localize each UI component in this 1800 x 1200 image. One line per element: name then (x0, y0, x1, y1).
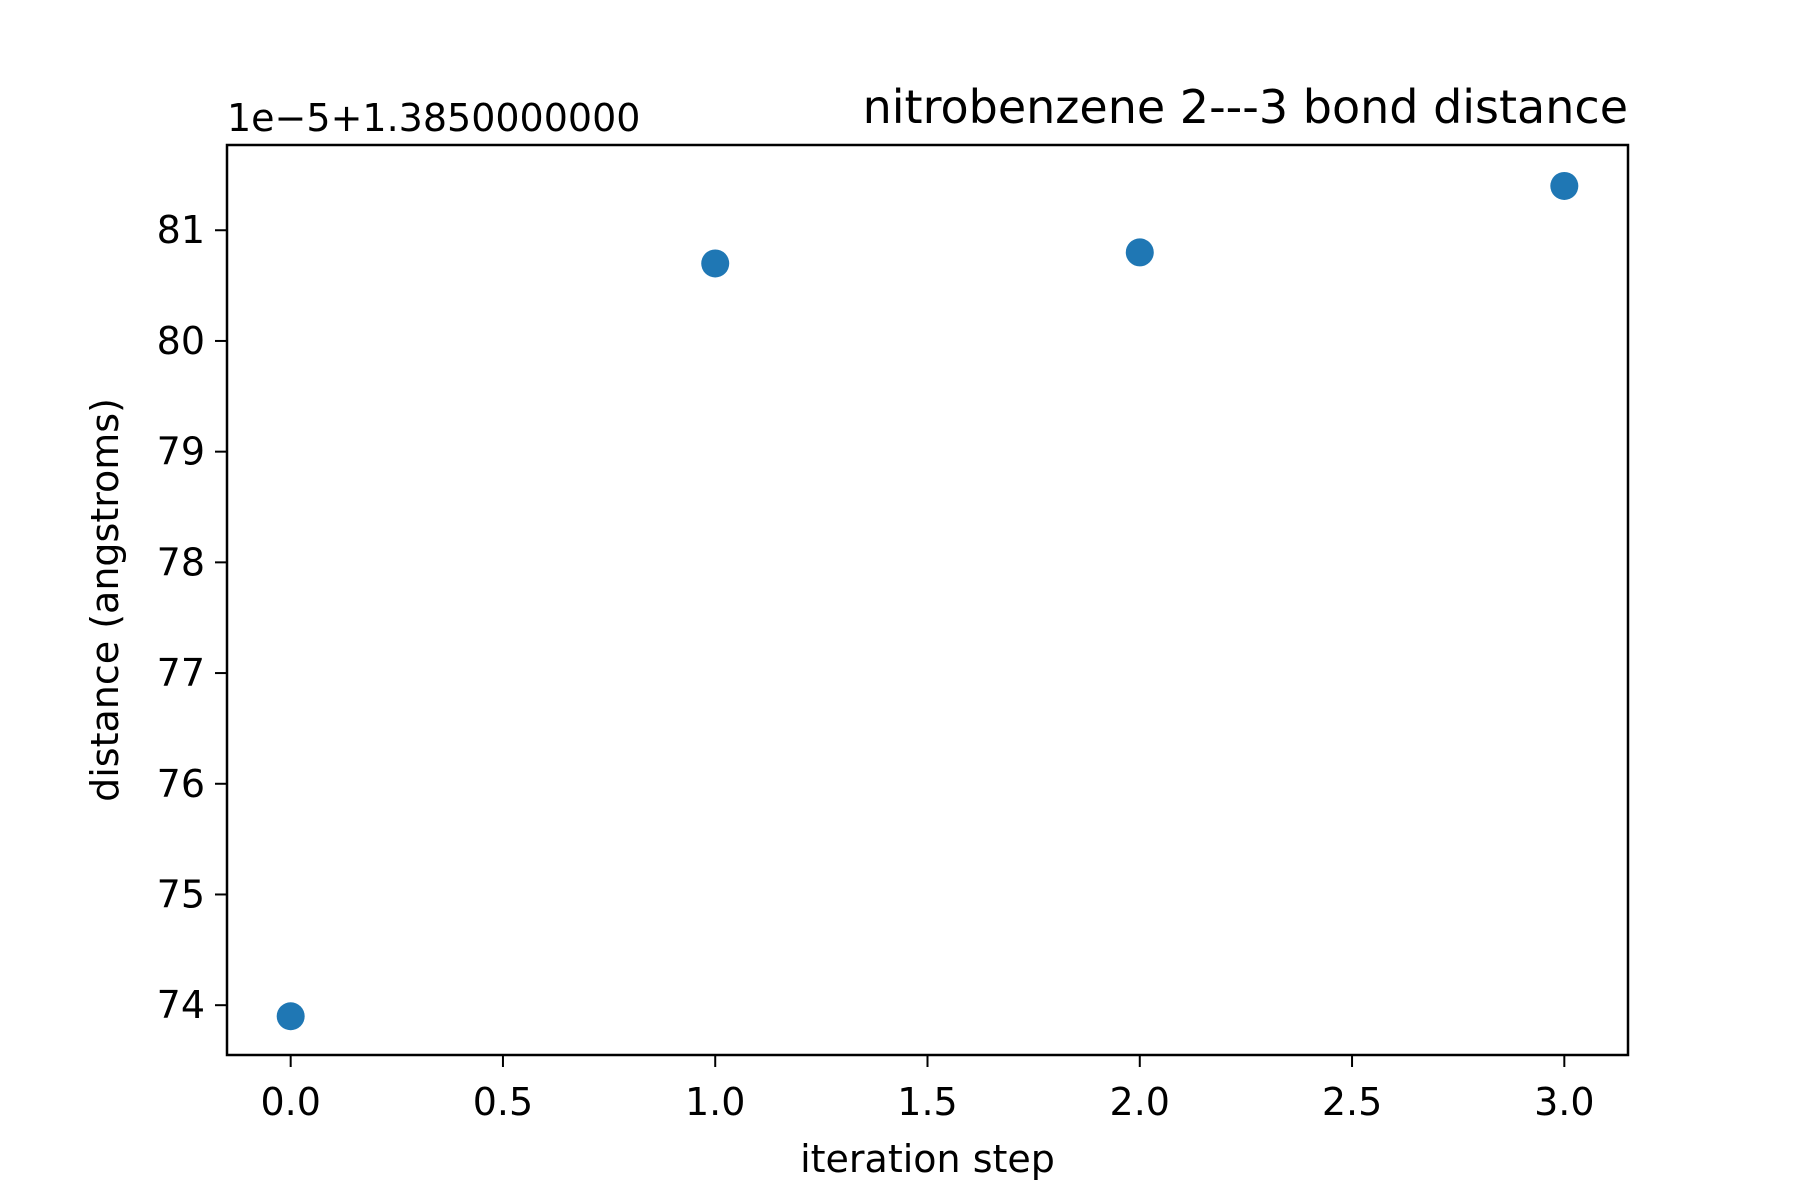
x-axis: 0.0 0.5 1.0 1.5 2.0 2.5 3.0 (260, 1055, 1595, 1124)
x-tick-label: 0.5 (473, 1080, 533, 1124)
points-layer (276, 171, 1579, 1031)
y-axis-label: distance (angstroms) (83, 398, 127, 802)
y-tick-label: 80 (157, 319, 205, 363)
data-point (276, 1002, 305, 1031)
x-tick-label: 1.0 (685, 1080, 745, 1124)
y-axis: 74 75 76 77 78 79 80 81 (157, 208, 227, 1027)
chart-title: nitrobenzene 2---3 bond distance (863, 80, 1628, 134)
y-tick-label: 77 (157, 651, 205, 695)
data-point (701, 249, 730, 278)
y-tick-label: 76 (157, 762, 205, 806)
x-tick-label: 2.5 (1322, 1080, 1382, 1124)
y-tick-label: 79 (157, 430, 205, 474)
y-tick-label: 81 (157, 208, 205, 252)
x-tick-label: 0.0 (260, 1080, 320, 1124)
y-axis-offset-label: 1e−5+1.3850000000 (227, 96, 640, 140)
data-point (1125, 238, 1154, 267)
x-tick-label: 2.0 (1110, 1080, 1170, 1124)
y-tick-label: 75 (157, 872, 205, 916)
data-point (1550, 171, 1579, 200)
y-tick-label: 74 (157, 983, 205, 1027)
y-tick-label: 78 (157, 540, 205, 584)
x-tick-label: 3.0 (1534, 1080, 1594, 1124)
x-axis-label: iteration step (800, 1137, 1055, 1181)
x-tick-label: 1.5 (897, 1080, 957, 1124)
